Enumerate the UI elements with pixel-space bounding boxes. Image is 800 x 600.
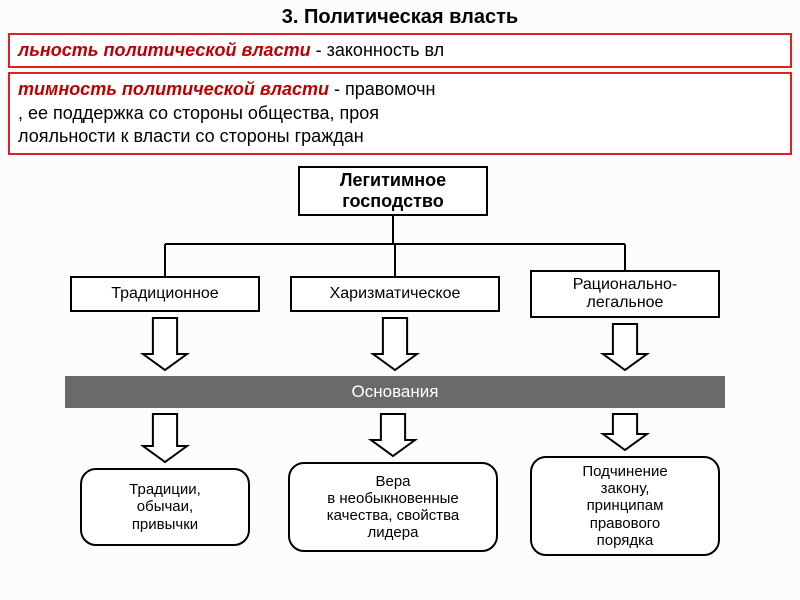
node-traditional: Традиционное — [70, 276, 260, 312]
node-charismatic: Харизматическое — [290, 276, 500, 312]
bar-foundations: Основания — [65, 376, 725, 408]
term-legitimacy: тимность политической власти — [18, 79, 329, 99]
basis-traditional: Традиции,обычаи,привычки — [80, 468, 250, 546]
basis-rational: Подчинениезакону,принципамправовогопоряд… — [530, 456, 720, 556]
diagram-legitimate-rule: Легитимноегосподство Традиционное Харизм… — [60, 166, 740, 596]
definition-legitimacy: тимность политической власти - правомочн… — [8, 72, 792, 154]
def-legitimacy-text3: лояльности к власти со стороны граждан — [18, 126, 364, 146]
node-root: Легитимноегосподство — [298, 166, 488, 216]
term-legality: льность политической власти — [18, 40, 311, 60]
def-legitimacy-text2: , ее поддержка со стороны общества, проя — [18, 103, 379, 123]
def-legitimacy-text1: - правомочн — [329, 79, 435, 99]
definition-legality: льность политической власти - законность… — [8, 33, 792, 68]
def-legality-text: - законность вл — [311, 40, 445, 60]
node-rational-legal: Рационально-легальное — [530, 270, 720, 318]
page-title: 3. Политическая власть — [0, 0, 800, 29]
basis-charismatic: Верав необыкновенныекачества, свойствали… — [288, 462, 498, 552]
